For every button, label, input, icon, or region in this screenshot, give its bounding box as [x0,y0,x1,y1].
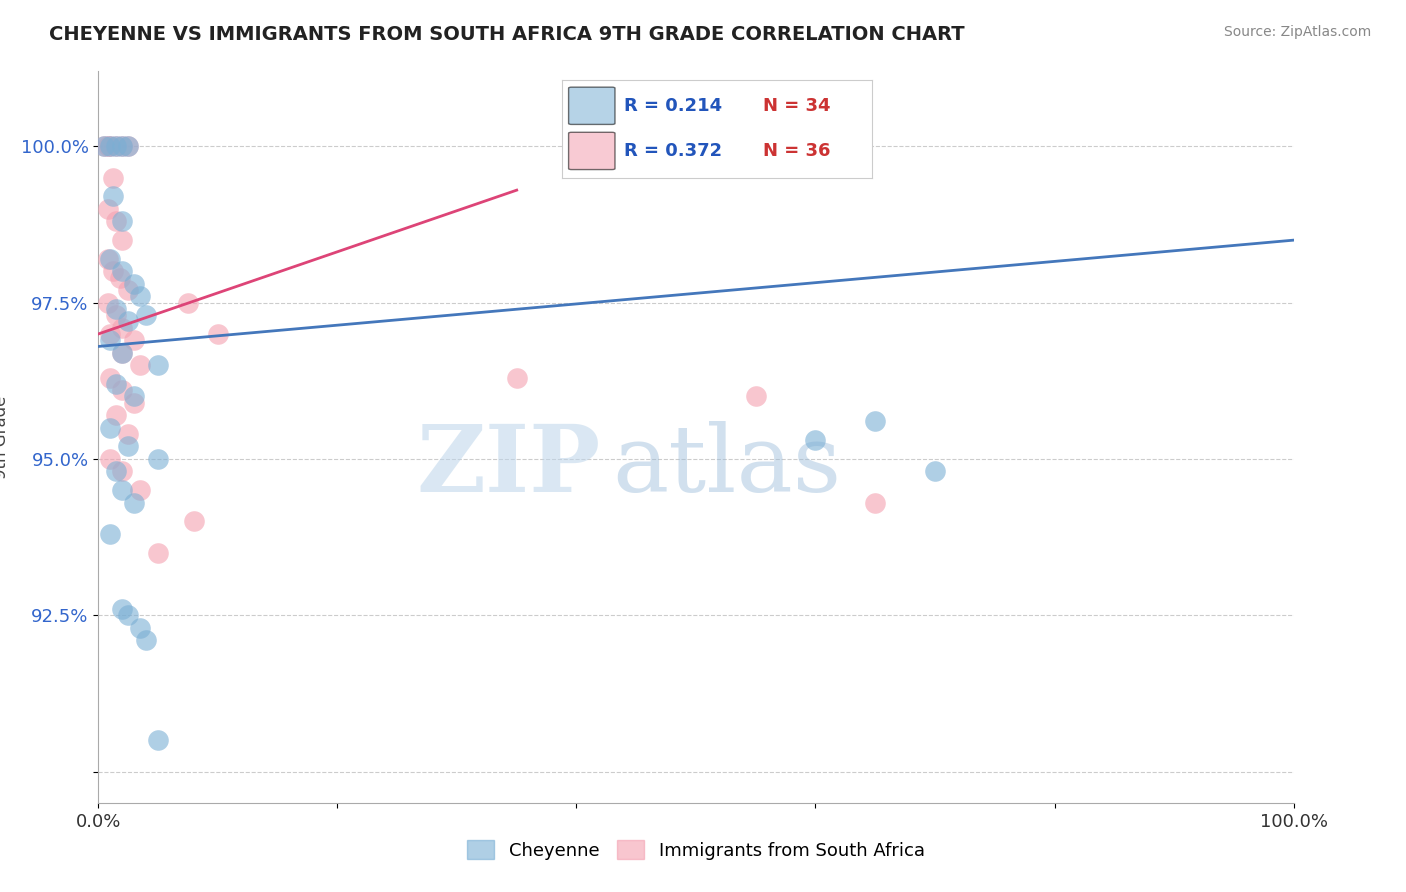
Point [111,214,134,228]
Point [135,308,157,322]
Point [98,452,122,467]
Point [207,326,229,341]
Point [117,426,139,441]
Point [98,139,122,153]
Text: R = 0.214: R = 0.214 [624,97,723,115]
Point [98,333,122,347]
Point [97,139,120,153]
Point [804,434,827,448]
Point [506,370,529,384]
Text: N = 34: N = 34 [763,97,831,115]
Point [124,389,146,403]
Point [111,345,134,359]
Point [93,139,115,153]
Point [111,383,134,397]
Text: R = 0.372: R = 0.372 [624,142,723,160]
Point [105,139,128,153]
Point [148,452,170,467]
Point [117,139,139,153]
Point [111,139,134,153]
Text: Source: ZipAtlas.com: Source: ZipAtlas.com [1223,25,1371,39]
Point [129,289,152,303]
Point [105,139,128,153]
Point [105,308,128,322]
Point [117,139,139,153]
Point [117,283,139,297]
Point [745,389,768,403]
Y-axis label: 9th Grade: 9th Grade [0,395,10,479]
Point [111,320,134,334]
Point [98,370,122,384]
Point [93,139,115,153]
Point [111,483,134,498]
Point [101,170,124,185]
Point [124,496,146,510]
Point [111,139,134,153]
Point [177,295,200,310]
Point [97,295,120,310]
Point [865,496,887,510]
Point [101,189,124,203]
Point [111,465,134,479]
Point [98,527,122,541]
Point [108,270,131,285]
Point [111,345,134,359]
Point [924,465,946,479]
Point [105,408,128,422]
Text: ZIP: ZIP [416,421,600,511]
Point [129,483,152,498]
Legend: Cheyenne, Immigrants from South Africa: Cheyenne, Immigrants from South Africa [460,833,932,867]
Point [124,333,146,347]
Point [105,465,128,479]
Point [98,252,122,266]
Point [101,264,124,278]
Point [183,515,205,529]
Point [135,633,157,648]
Text: atlas: atlas [613,421,842,511]
Point [98,420,122,434]
Point [111,233,134,247]
Point [111,602,134,616]
Text: N = 36: N = 36 [763,142,831,160]
Point [148,546,170,560]
Point [105,376,128,391]
FancyBboxPatch shape [568,87,614,124]
FancyBboxPatch shape [568,132,614,169]
Point [148,733,170,747]
Point [124,395,146,409]
Point [129,358,152,372]
Point [98,139,122,153]
Point [117,608,139,623]
Text: CHEYENNE VS IMMIGRANTS FROM SOUTH AFRICA 9TH GRADE CORRELATION CHART: CHEYENNE VS IMMIGRANTS FROM SOUTH AFRICA… [49,25,965,44]
Point [865,414,887,428]
Point [124,277,146,291]
Point [105,214,128,228]
Point [97,202,120,216]
Point [97,252,120,266]
Point [117,440,139,454]
Point [129,621,152,635]
Point [105,301,128,316]
Point [98,326,122,341]
Point [111,264,134,278]
Point [148,358,170,372]
Point [117,314,139,328]
